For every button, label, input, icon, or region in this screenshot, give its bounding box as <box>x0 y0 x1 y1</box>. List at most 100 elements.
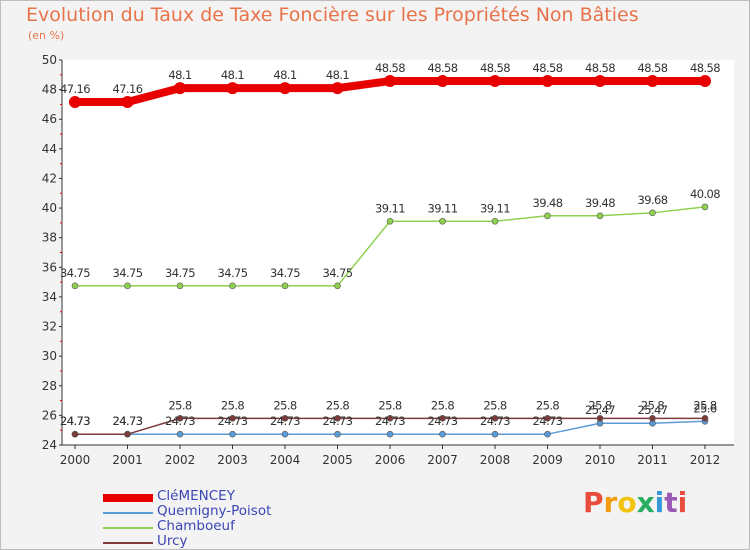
data-point-urcy <box>544 415 551 422</box>
data-label-quemigny-poisot: 24.73 <box>218 414 248 428</box>
data-point-cl-mencey <box>541 75 554 88</box>
data-label-urcy: 25.8 <box>641 398 664 412</box>
y-tick-label: 34 <box>42 290 57 304</box>
data-point-urcy <box>439 415 446 422</box>
data-label-urcy: 25.8 <box>378 398 401 412</box>
data-point-chamboeuf <box>334 282 341 290</box>
x-tick-label: 2004 <box>270 453 301 467</box>
data-label-urcy: 25.8 <box>693 398 716 412</box>
data-label-quemigny-poisot: 24.73 <box>113 414 143 428</box>
data-point-cl-mencey <box>594 75 606 88</box>
data-label-chamboeuf: 34.75 <box>60 266 90 280</box>
y-tick-label: 42 <box>42 171 57 185</box>
logo-letter: i <box>654 486 665 519</box>
data-label-quemigny-poisot: 24.73 <box>323 414 353 428</box>
data-point-chamboeuf <box>544 212 551 220</box>
x-tick-label: 2001 <box>112 453 143 467</box>
data-point-urcy <box>176 415 184 422</box>
logo-letter: o <box>617 486 637 519</box>
data-label-cl-mencey: 48.58 <box>375 61 405 75</box>
data-label-cl-mencey: 48.1 <box>326 68 349 82</box>
data-label-cl-mencey: 48.1 <box>168 68 191 82</box>
data-label-chamboeuf: 34.75 <box>218 266 248 280</box>
data-point-quemigny-poisot <box>386 430 394 438</box>
logo-letter: r <box>603 486 618 519</box>
legend-swatch <box>103 527 153 529</box>
x-tick-label: 2012 <box>690 453 721 467</box>
data-point-cl-mencey <box>279 82 291 95</box>
y-tick-label: 48 <box>42 83 57 97</box>
data-label-chamboeuf: 39.11 <box>480 201 510 215</box>
data-point-chamboeuf <box>176 282 184 290</box>
legend-label: Quemigny-Poisot <box>157 503 272 519</box>
data-label-urcy: 24.73 <box>60 414 90 428</box>
data-label-quemigny-poisot: 25.47 <box>585 403 615 417</box>
y-tick-label: 44 <box>42 142 57 156</box>
data-point-chamboeuf <box>71 282 79 290</box>
logo-letter: P <box>583 486 604 519</box>
x-tick-label: 2005 <box>322 453 353 467</box>
legend-swatch <box>103 494 153 502</box>
chart-title: Evolution du Taux de Taxe Foncière sur l… <box>26 4 639 26</box>
logo-letter: i <box>677 486 688 519</box>
data-label-quemigny-poisot: 24.73 <box>60 414 90 428</box>
data-label-chamboeuf: 34.75 <box>270 266 300 280</box>
x-tick-label: 2010 <box>585 453 616 467</box>
x-tick-label: 2007 <box>427 453 458 467</box>
y-tick-label: 40 <box>42 201 57 215</box>
data-label-urcy: 25.8 <box>588 398 611 412</box>
data-point-urcy <box>71 430 79 438</box>
data-label-chamboeuf: 34.75 <box>113 266 143 280</box>
data-point-cl-mencey <box>226 82 239 95</box>
data-label-cl-mencey: 48.58 <box>480 61 510 75</box>
x-tick-label: 2000 <box>60 453 91 467</box>
data-point-chamboeuf <box>229 282 236 290</box>
data-label-chamboeuf: 39.11 <box>428 201 458 215</box>
data-point-cl-mencey <box>436 75 449 88</box>
data-point-cl-mencey <box>699 75 711 88</box>
data-label-cl-mencey: 48.58 <box>428 61 458 75</box>
data-label-chamboeuf: 40.08 <box>690 187 720 201</box>
data-point-quemigny-poisot <box>491 430 499 438</box>
data-label-quemigny-poisot: 25.6 <box>693 401 716 415</box>
data-point-urcy <box>386 415 394 422</box>
data-point-quemigny-poisot <box>281 430 289 438</box>
data-label-quemigny-poisot: 24.73 <box>428 414 458 428</box>
legend-swatch <box>103 512 153 514</box>
plot-area <box>62 60 734 445</box>
data-point-chamboeuf <box>124 282 131 290</box>
data-point-urcy <box>491 415 499 422</box>
data-label-urcy: 25.8 <box>483 398 506 412</box>
data-label-urcy: 25.8 <box>536 398 559 412</box>
x-tick-label: 2008 <box>480 453 511 467</box>
x-tick-label: 2011 <box>637 453 668 467</box>
data-point-cl-mencey <box>121 96 134 109</box>
data-label-quemigny-poisot: 24.73 <box>270 414 300 428</box>
y-tick-label: 36 <box>42 260 57 274</box>
data-point-cl-mencey <box>69 96 81 109</box>
y-tick-label: 38 <box>42 231 57 245</box>
legend-label: Urcy <box>157 533 188 549</box>
logo-letter: t <box>664 486 678 519</box>
legend-swatch <box>103 542 153 544</box>
x-tick-label: 2002 <box>165 453 196 467</box>
data-point-chamboeuf <box>596 212 604 220</box>
data-label-urcy: 25.8 <box>168 398 191 412</box>
data-label-chamboeuf: 39.48 <box>585 196 615 210</box>
data-label-cl-mencey: 48.58 <box>638 61 668 75</box>
y-tick-label: 26 <box>42 408 57 422</box>
data-point-cl-mencey <box>489 75 501 88</box>
data-point-urcy <box>596 415 604 422</box>
data-label-urcy: 25.8 <box>431 398 454 412</box>
data-label-chamboeuf: 34.75 <box>165 266 195 280</box>
proxiti-logo: Proxiti <box>583 486 687 519</box>
data-label-quemigny-poisot: 24.73 <box>533 414 563 428</box>
data-point-chamboeuf <box>701 203 709 211</box>
legend-label: CléMENCEY <box>157 488 235 504</box>
legend-label: Chamboeuf <box>157 518 235 534</box>
logo-letter: x <box>636 486 655 519</box>
data-label-cl-mencey: 48.1 <box>273 68 296 82</box>
data-point-chamboeuf <box>649 209 656 217</box>
data-label-urcy: 25.8 <box>273 398 296 412</box>
